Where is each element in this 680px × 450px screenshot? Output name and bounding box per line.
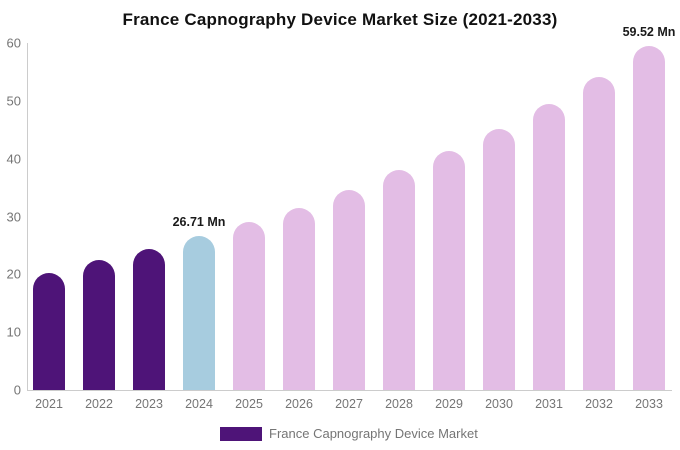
- y-tick-label-20: 20: [6, 266, 21, 282]
- x-tick-label-2026: 2026: [285, 397, 313, 411]
- x-tick-label-2022: 2022: [85, 397, 113, 411]
- x-axis-line: [27, 390, 672, 391]
- legend-label: France Capnography Device Market: [269, 426, 478, 441]
- x-tick-label-2033: 2033: [635, 397, 663, 411]
- x-tick-label-2021: 2021: [35, 397, 63, 411]
- x-tick-label-2024: 2024: [185, 397, 213, 411]
- x-tick-label-2025: 2025: [235, 397, 263, 411]
- y-tick-label-30: 30: [6, 209, 21, 224]
- bar-2022: [83, 260, 115, 390]
- bar-2033: [633, 45, 665, 390]
- x-tick-label-2029: 2029: [435, 397, 463, 411]
- y-tick-label-50: 50: [6, 93, 21, 109]
- value-label-2033: 59.52 Mn: [622, 24, 676, 39]
- bar-2026: [283, 208, 315, 390]
- bar-2023: [133, 248, 165, 390]
- x-tick-label-2027: 2027: [335, 397, 363, 411]
- x-tick-label-2032: 2032: [585, 397, 613, 411]
- x-tick-label-2030: 2030: [485, 397, 513, 411]
- y-tick-label-0: 0: [13, 382, 21, 398]
- bar-2029: [433, 151, 465, 390]
- legend-swatch: [220, 426, 262, 441]
- bar-2028: [383, 170, 415, 390]
- x-tick-label-2028: 2028: [385, 397, 413, 411]
- x-tick-label-2031: 2031: [535, 397, 563, 411]
- bar-2024: [183, 235, 215, 390]
- y-tick-label-40: 40: [6, 151, 21, 167]
- bar-2030: [483, 128, 515, 390]
- y-tick-label-60: 60: [6, 35, 21, 51]
- y-tick-label-10: 10: [6, 324, 21, 340]
- x-tick-label-2023: 2023: [135, 397, 163, 411]
- bar-2032: [583, 77, 615, 390]
- legend: France Capnography Device Market: [220, 426, 478, 441]
- bar-2027: [333, 190, 365, 390]
- bar-2021: [33, 272, 65, 390]
- bar-2031: [533, 104, 565, 390]
- bar-2025: [233, 221, 265, 390]
- value-label-2024: 26.71 Mn: [172, 214, 226, 229]
- y-axis-line: [27, 43, 28, 390]
- chart-title: France Capnography Device Market Size (2…: [122, 10, 558, 29]
